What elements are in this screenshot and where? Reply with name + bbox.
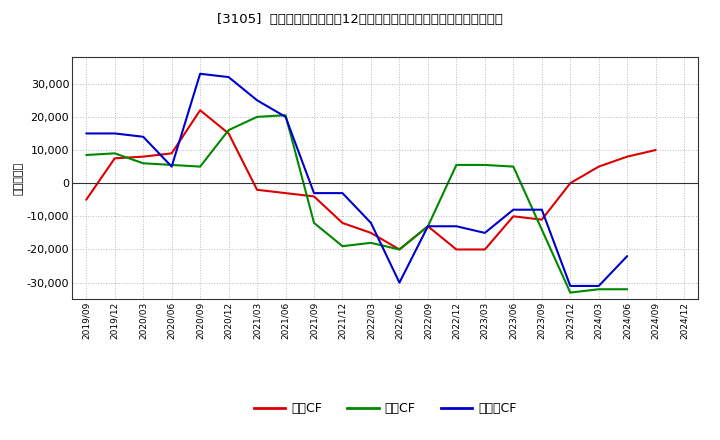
投資CF [225, 128, 233, 133]
投資CF [253, 114, 261, 120]
投資CF [452, 162, 461, 168]
営業CF [509, 214, 518, 219]
営業CF [366, 230, 375, 235]
フリーCF [623, 253, 631, 259]
投資CF [595, 286, 603, 292]
投資CF [480, 162, 489, 168]
営業CF [167, 150, 176, 156]
Text: [3105]  キャッシュフローの12か月移動合計の対前年同期増減額の推移: [3105] キャッシュフローの12か月移動合計の対前年同期増減額の推移 [217, 13, 503, 26]
営業CF [623, 154, 631, 159]
投資CF [366, 240, 375, 246]
フリーCF [253, 98, 261, 103]
フリーCF [566, 283, 575, 289]
Line: 営業CF: 営業CF [86, 110, 656, 249]
フリーCF [395, 280, 404, 285]
フリーCF [225, 74, 233, 80]
フリーCF [423, 224, 432, 229]
投資CF [196, 164, 204, 169]
フリーCF [480, 230, 489, 235]
投資CF [423, 224, 432, 229]
投資CF [509, 164, 518, 169]
営業CF [423, 224, 432, 229]
投資CF [82, 152, 91, 158]
投資CF [395, 247, 404, 252]
Y-axis label: （百万円）: （百万円） [14, 161, 24, 195]
営業CF [537, 217, 546, 222]
投資CF [623, 286, 631, 292]
投資CF [167, 162, 176, 168]
フリーCF [537, 207, 546, 213]
Line: 投資CF: 投資CF [86, 115, 627, 293]
フリーCF [452, 224, 461, 229]
営業CF [595, 164, 603, 169]
営業CF [652, 147, 660, 153]
営業CF [110, 156, 119, 161]
営業CF [82, 197, 91, 202]
営業CF [566, 180, 575, 186]
投資CF [110, 150, 119, 156]
投資CF [310, 220, 318, 226]
Line: フリーCF: フリーCF [86, 74, 627, 286]
営業CF [480, 247, 489, 252]
営業CF [253, 187, 261, 192]
営業CF [310, 194, 318, 199]
営業CF [139, 154, 148, 159]
投資CF [282, 113, 290, 118]
フリーCF [82, 131, 91, 136]
フリーCF [110, 131, 119, 136]
営業CF [452, 247, 461, 252]
Legend: 営業CF, 投資CF, フリーCF: 営業CF, 投資CF, フリーCF [249, 397, 521, 420]
投資CF [338, 243, 347, 249]
営業CF [196, 108, 204, 113]
フリーCF [282, 114, 290, 120]
フリーCF [310, 191, 318, 196]
投資CF [139, 161, 148, 166]
営業CF [395, 247, 404, 252]
フリーCF [595, 283, 603, 289]
営業CF [282, 191, 290, 196]
フリーCF [167, 164, 176, 169]
フリーCF [366, 220, 375, 226]
フリーCF [196, 71, 204, 77]
フリーCF [509, 207, 518, 213]
営業CF [225, 131, 233, 136]
営業CF [338, 220, 347, 226]
フリーCF [139, 134, 148, 139]
フリーCF [338, 191, 347, 196]
投資CF [566, 290, 575, 295]
